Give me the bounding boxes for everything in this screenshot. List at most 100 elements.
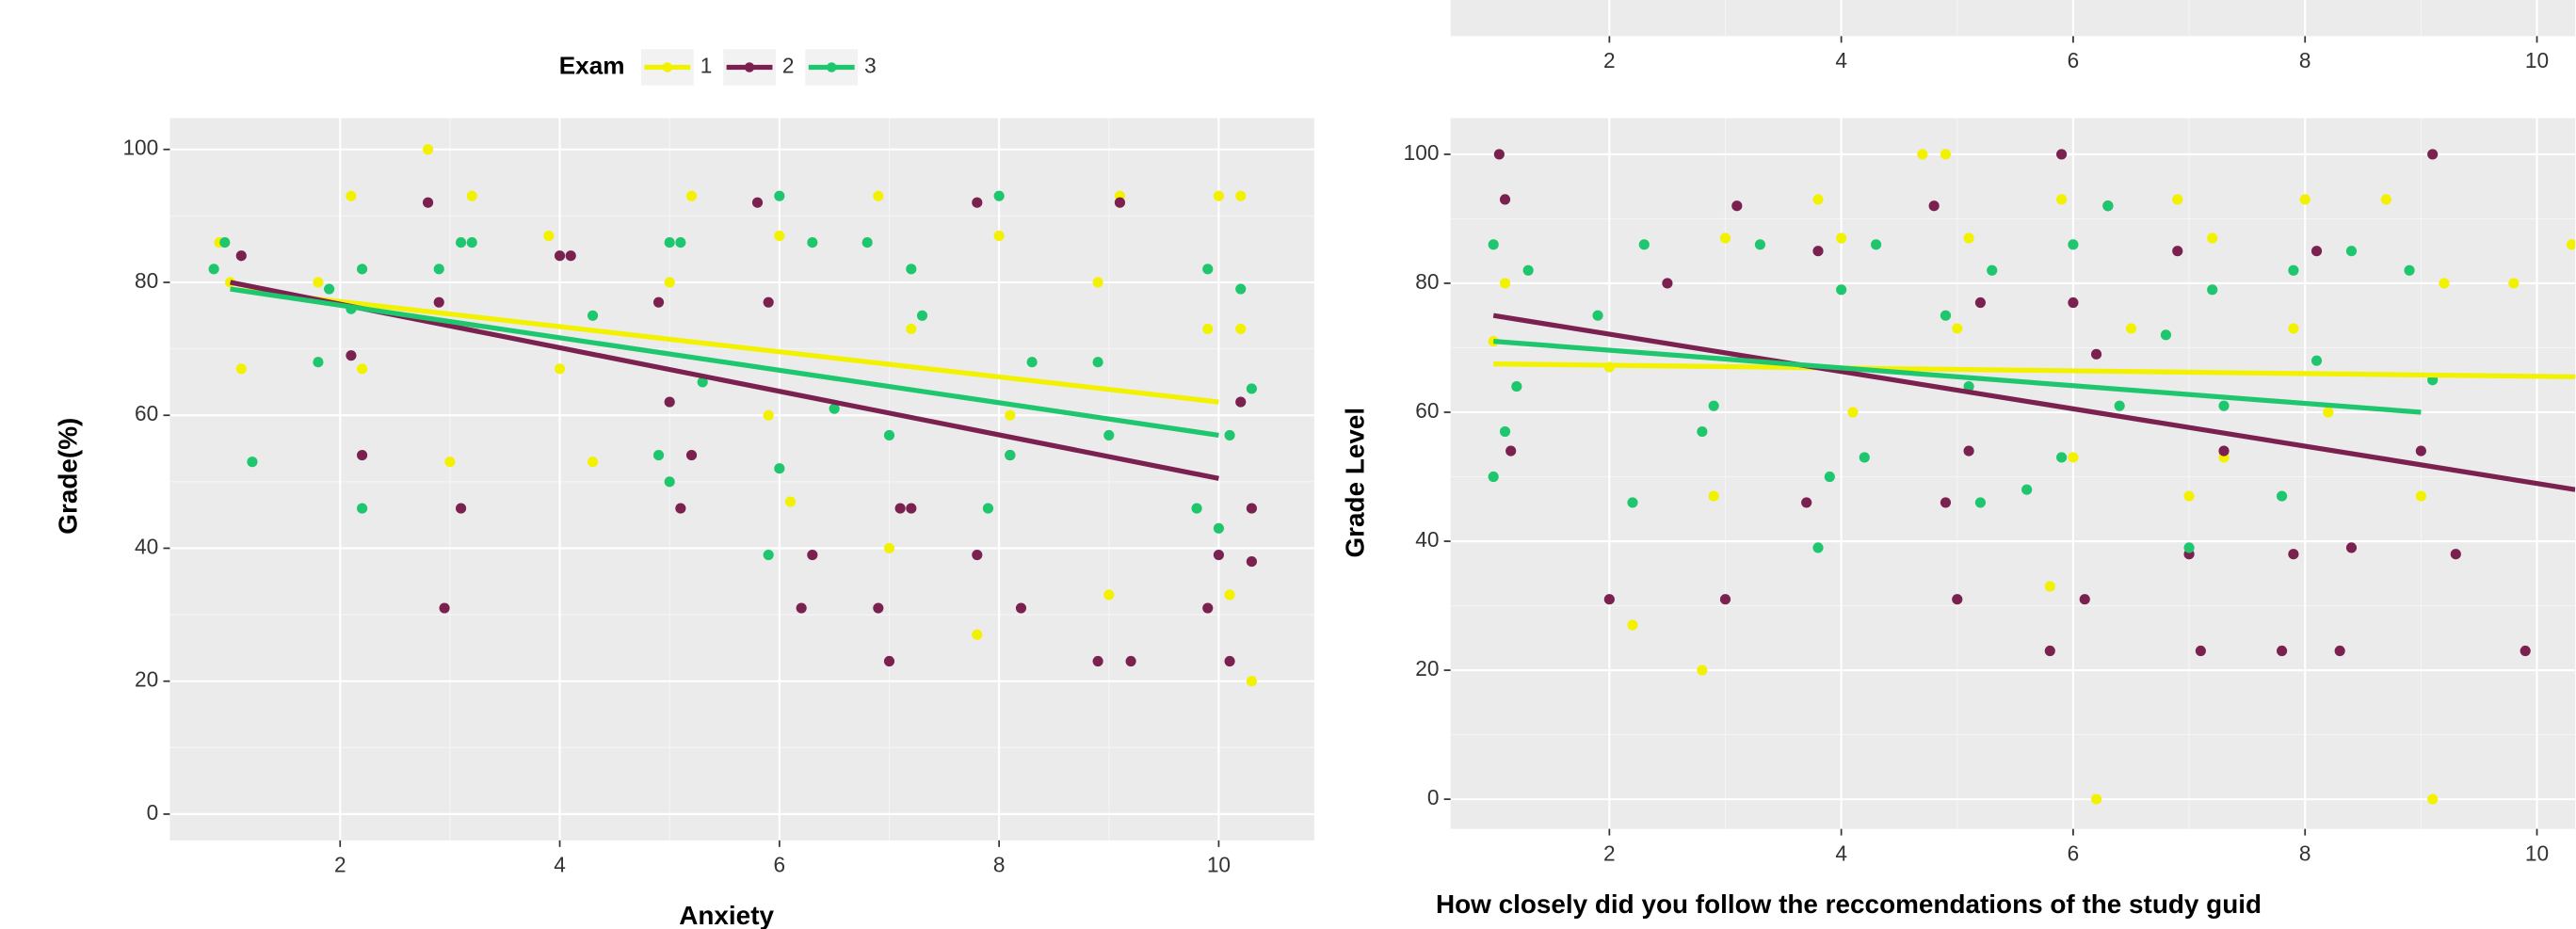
point: [2380, 194, 2392, 205]
point: [1235, 323, 1247, 334]
point: [466, 237, 477, 248]
point: [466, 190, 477, 201]
point: [357, 363, 368, 375]
point: [1871, 239, 1882, 250]
point: [2288, 323, 2299, 334]
point: [1202, 323, 1214, 334]
legend-label: 2: [782, 53, 795, 77]
point: [543, 230, 555, 242]
point: [1719, 594, 1731, 605]
point: [554, 250, 566, 262]
point: [1719, 232, 1731, 244]
point: [2195, 645, 2206, 657]
point: [2207, 232, 2218, 244]
point: [1952, 323, 1963, 334]
point: [652, 450, 665, 461]
point: [2288, 264, 2299, 276]
point: [993, 230, 1005, 242]
point: [2415, 445, 2426, 456]
point: [455, 503, 467, 514]
point: [2068, 452, 2079, 463]
y-axis-title: Grade Level: [1341, 408, 1370, 558]
point: [873, 190, 884, 201]
y-axis-title: Grade(%): [53, 418, 82, 535]
point: [1015, 602, 1027, 614]
point: [883, 655, 895, 667]
point: [235, 363, 247, 375]
point: [993, 190, 1005, 201]
point: [1522, 264, 1534, 276]
point: [1627, 497, 1638, 508]
point: [1940, 310, 1952, 321]
point: [2090, 348, 2102, 360]
point: [763, 296, 774, 308]
point: [1627, 619, 1638, 631]
point: [1697, 665, 1708, 676]
point: [1963, 232, 1974, 244]
point: [664, 476, 675, 488]
point: [1511, 381, 1522, 392]
point: [247, 456, 258, 468]
point: [972, 549, 983, 561]
point: [2056, 452, 2068, 463]
plot-background: [1450, 118, 2576, 829]
x-tick-label: 2: [1603, 841, 1616, 866]
plot-background: [1450, 0, 2576, 37]
point: [1987, 264, 1998, 276]
point: [1202, 264, 1214, 275]
trend-line: [230, 286, 1219, 405]
point: [2345, 246, 2358, 257]
point: [208, 264, 219, 275]
point: [2218, 400, 2230, 411]
point: [2345, 542, 2358, 553]
point: [357, 503, 368, 514]
x-tick-label: 10: [2525, 48, 2549, 72]
point: [972, 629, 983, 640]
point: [2310, 246, 2323, 257]
plot-background: [169, 118, 1314, 841]
legend-key-dot: [662, 62, 673, 72]
point: [1708, 400, 1719, 411]
point: [422, 144, 434, 155]
trend-line: [1493, 360, 2576, 379]
point: [2439, 278, 2450, 289]
point: [313, 357, 324, 368]
point: [894, 503, 906, 514]
point: [422, 197, 434, 208]
point: [2114, 400, 2125, 411]
x-tick-label: 10: [2525, 841, 2549, 866]
point: [2102, 200, 2114, 212]
point: [324, 283, 335, 295]
point: [2160, 329, 2172, 341]
panel: 2 4 6 8 10: [1450, 0, 2576, 72]
point: [1812, 194, 1824, 205]
point: [1213, 549, 1225, 561]
point: [751, 197, 764, 208]
point: [1708, 490, 1719, 502]
point: [1213, 190, 1225, 201]
point: [346, 190, 357, 201]
x-tick-label: 6: [2068, 841, 2080, 866]
point: [1092, 655, 1103, 667]
trend-line: [1492, 312, 2576, 492]
y-tick-label: 20: [1415, 656, 1439, 681]
x-tick-label: 4: [1835, 841, 1847, 866]
point: [1974, 296, 1986, 309]
point: [1246, 676, 1257, 687]
point: [763, 549, 774, 561]
point: [1224, 429, 1235, 440]
point: [439, 602, 450, 614]
point: [652, 296, 665, 308]
point: [1940, 149, 1952, 160]
point: [1499, 278, 1511, 289]
legend-label: 1: [700, 53, 713, 77]
x-tick-label: 6: [2068, 48, 2080, 72]
point: [675, 237, 686, 248]
point: [883, 542, 895, 554]
point: [1836, 284, 1847, 296]
point: [1754, 239, 1766, 250]
point: [829, 403, 840, 414]
point: [774, 230, 785, 242]
y-tick-label: 80: [135, 268, 158, 293]
